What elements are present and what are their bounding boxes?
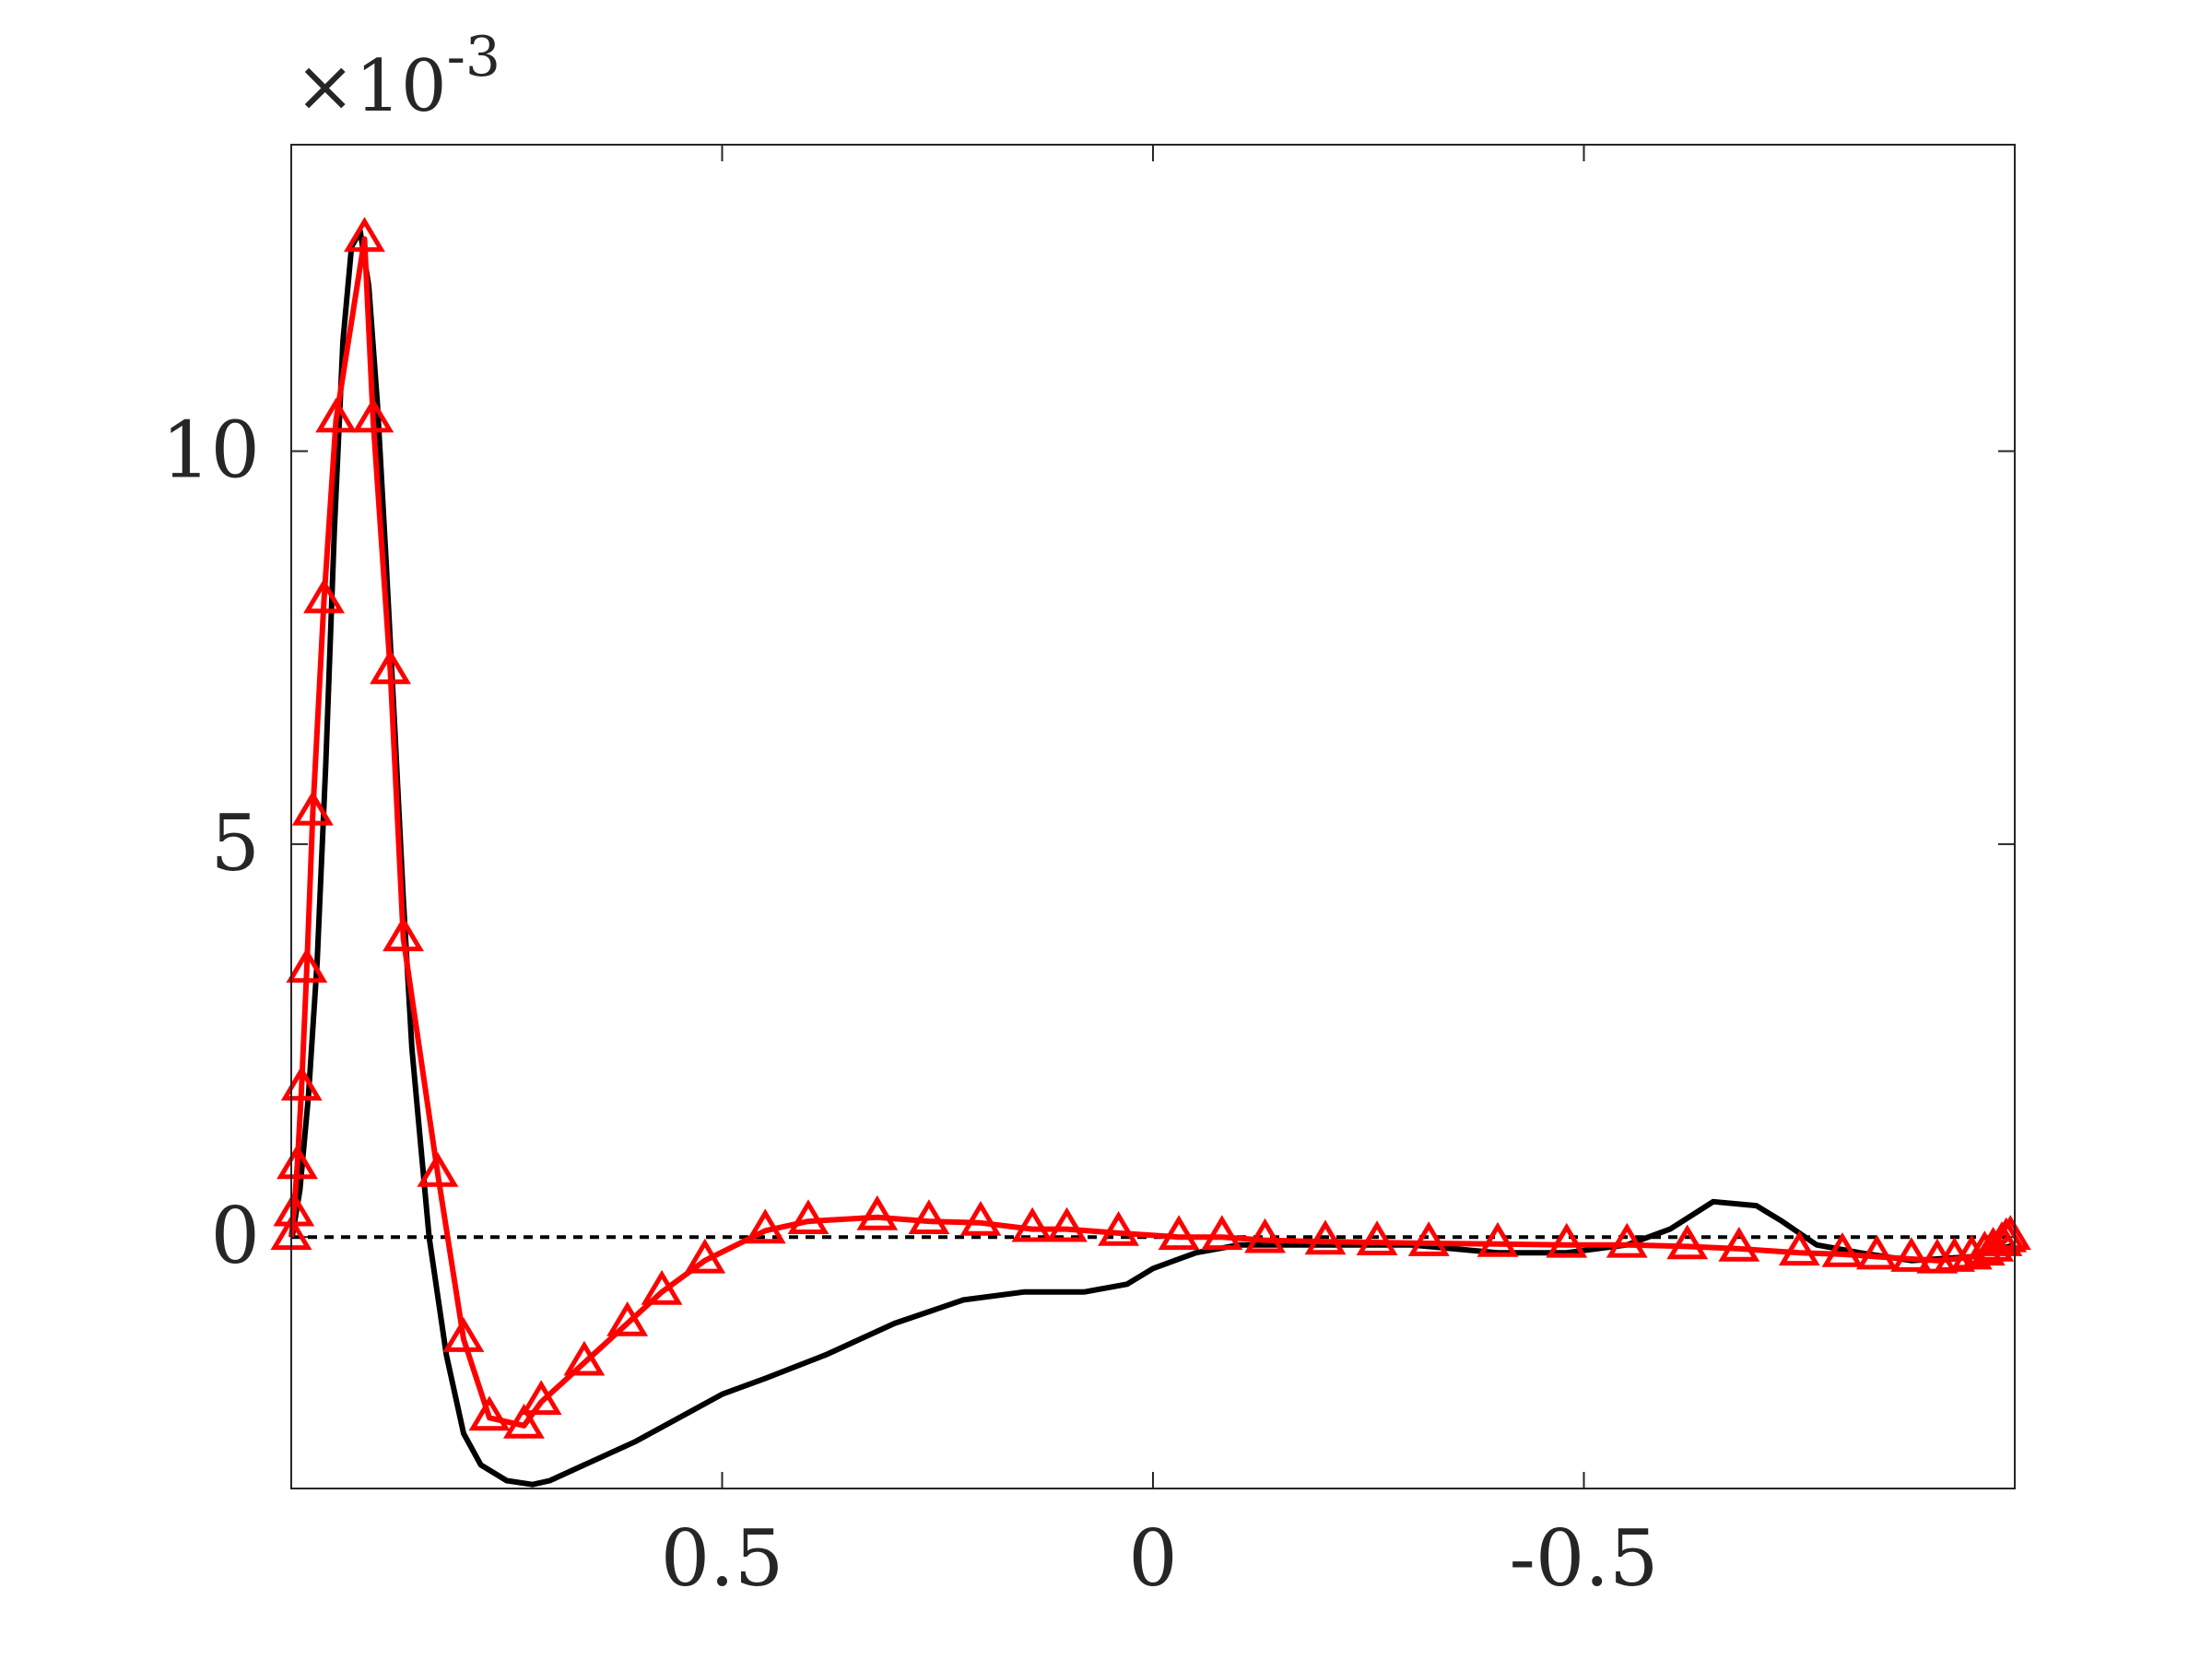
- tick-labels: 0.5 0 -0.5 0 5 10: [161, 406, 1658, 1604]
- series-2-marker: [856, 1194, 899, 1230]
- y-exponent-label: ×10-3: [295, 25, 500, 128]
- series-2-marker: [303, 578, 345, 614]
- series-2-marker: [1477, 1221, 1519, 1257]
- series-2-marker: [382, 916, 424, 952]
- series-2-marker: [1356, 1220, 1398, 1255]
- series-2-marker: [684, 1238, 726, 1274]
- series-2-marker: [1855, 1234, 1898, 1270]
- series-2-marker: [606, 1301, 649, 1336]
- series-2-marker: [1201, 1215, 1243, 1251]
- series-2-marker: [286, 947, 328, 983]
- series-2-marker: [370, 649, 411, 685]
- series-2-marker: [1778, 1230, 1820, 1266]
- axis-ticks: [291, 145, 2015, 1488]
- series-2-marker: [787, 1199, 830, 1234]
- series-2-marker: [1606, 1222, 1648, 1258]
- series-2-marker: [641, 1269, 683, 1305]
- x-tick-label: 0: [1128, 1513, 1177, 1604]
- series-2-marker: [1989, 1215, 2031, 1251]
- series-layer: [270, 217, 2031, 1488]
- plot-background: [291, 145, 2015, 1488]
- y-exponent-power: -3: [447, 25, 500, 89]
- series-2-marker: [1407, 1221, 1450, 1256]
- series-2-marker: [352, 397, 394, 433]
- series-2-marker: [1546, 1222, 1588, 1258]
- series-2-marker: [468, 1395, 511, 1431]
- y-tick-label: 5: [211, 798, 260, 888]
- series-2-marker: [291, 790, 334, 826]
- series-2-marker: [563, 1340, 606, 1376]
- series-2-marker: [1666, 1224, 1709, 1260]
- series-2-marker: [520, 1380, 562, 1416]
- series-2-marker: [908, 1199, 950, 1234]
- series-2-marker: [1244, 1218, 1286, 1253]
- series-2-marker: [276, 1144, 318, 1180]
- series-2-marker: [1098, 1211, 1139, 1246]
- series-2-marker: [1304, 1219, 1347, 1255]
- y-tick-label: 0: [211, 1191, 260, 1281]
- x-tick-label: -0.5: [1510, 1513, 1659, 1604]
- y-tick-label: 10: [161, 406, 260, 496]
- series-2-marker: [1718, 1227, 1760, 1262]
- series-2-marker: [442, 1317, 485, 1352]
- series-2-marker: [1011, 1206, 1053, 1242]
- series-2-marker: [315, 397, 358, 433]
- series-2-marker: [503, 1403, 545, 1439]
- plot-frame: [290, 144, 2016, 1489]
- series-2-marker: [1821, 1231, 1864, 1267]
- series-2-marker: [1890, 1237, 1933, 1272]
- series-2-marker: [344, 217, 385, 253]
- x-tick-label: 0.5: [661, 1513, 784, 1604]
- series-2-marker: [744, 1208, 786, 1244]
- series-2-marker: [280, 1065, 323, 1101]
- series-2-marker: [1046, 1206, 1088, 1242]
- series-2-marker: [1158, 1215, 1200, 1251]
- series-2-marker: [959, 1200, 1002, 1236]
- series-2-line: [288, 236, 2012, 1429]
- y-exponent-base: ×10: [295, 45, 447, 128]
- series-2-marker: [273, 1191, 315, 1227]
- series-2-marker: [417, 1152, 459, 1187]
